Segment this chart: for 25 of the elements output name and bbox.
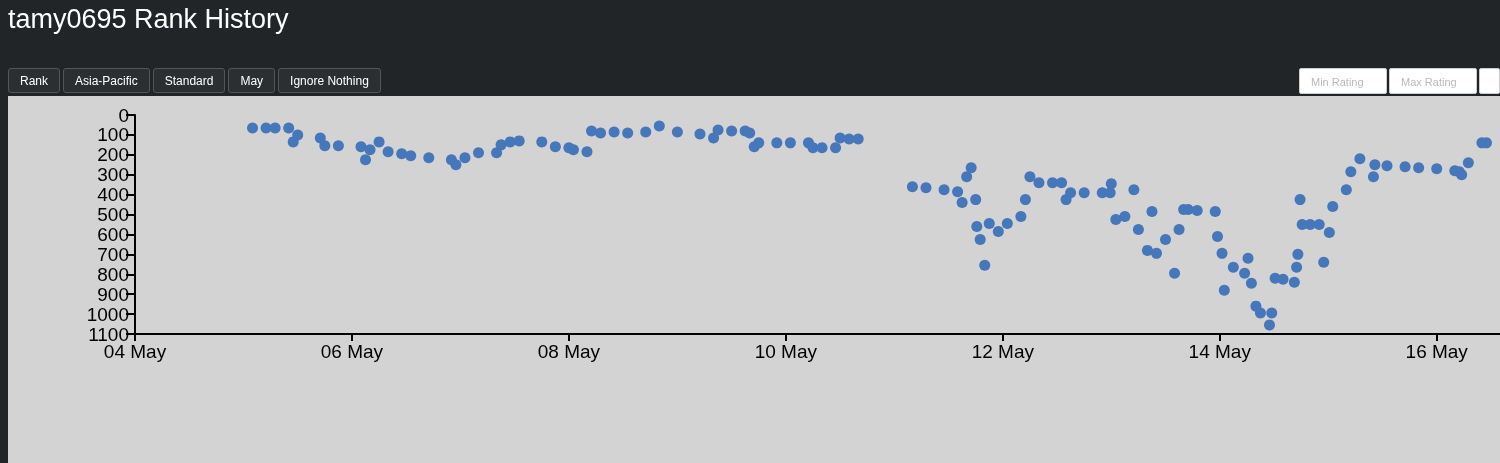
y-tick-label: 1000 [86, 303, 129, 325]
y-tick-label: 800 [97, 263, 129, 285]
button: Standard [152, 68, 226, 93]
y-tick-label: 300 [97, 164, 129, 186]
x-tick-label: 16 May [1405, 341, 1469, 362]
button: Ignore Nothing [278, 68, 381, 93]
button: Asia-Pacific [63, 68, 150, 93]
x-tick-label: 08 May [537, 341, 601, 362]
y-tick-label: 200 [97, 144, 129, 166]
y-tick-label: 500 [97, 204, 129, 226]
y-tick-label: 900 [97, 283, 129, 305]
input-field: Min Rating [1299, 68, 1387, 94]
x-tick-label: 14 May [1188, 341, 1252, 362]
chart-title: tamy0695 Rank History [8, 3, 289, 36]
y-tick-label: 700 [97, 243, 129, 265]
y-tick-label: 400 [97, 184, 129, 206]
button: May [228, 68, 276, 93]
button: Rank [8, 68, 60, 93]
x-tick-label: 12 May [971, 341, 1035, 362]
x-tick-label: 10 May [754, 341, 818, 362]
y-tick-label: 600 [97, 223, 129, 245]
y-tick-label: 0 [118, 104, 129, 126]
x-tick-label: 06 May [320, 341, 384, 362]
input-field: Max Rating [1389, 68, 1477, 94]
y-tick-label: 100 [97, 124, 129, 146]
